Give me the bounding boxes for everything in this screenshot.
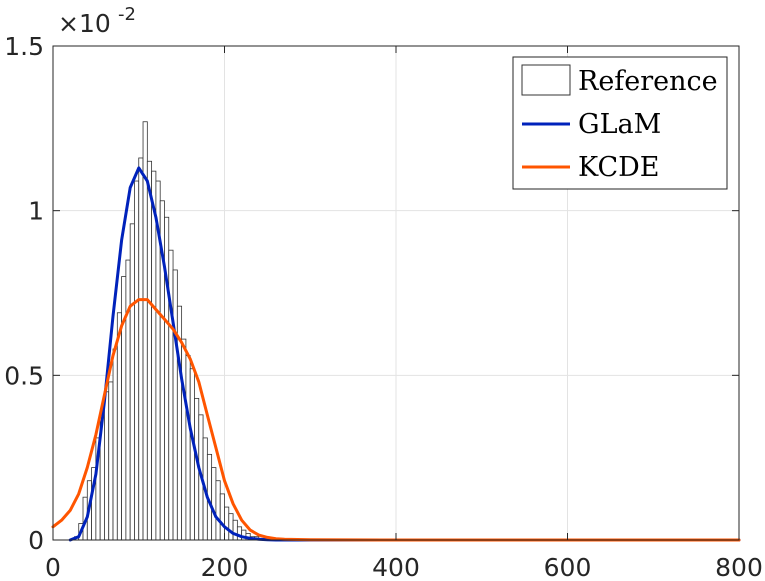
x-axis: 0 200 400 600 800 <box>45 46 763 581</box>
histogram-bar <box>232 519 238 541</box>
y-tick-label: 0 <box>28 526 44 555</box>
legend: Reference GLaM KCDE <box>512 56 728 190</box>
legend-label-reference: Reference <box>578 66 718 97</box>
histogram-bar <box>219 493 225 541</box>
x-tick-label: 400 <box>372 553 420 581</box>
histogram-bar <box>116 312 122 541</box>
legend-swatch-reference <box>521 64 571 96</box>
histogram-bar <box>112 348 118 541</box>
histogram-bar <box>129 223 135 541</box>
y-tick-label: 1 <box>28 197 44 226</box>
histogram-bar <box>138 157 144 541</box>
histogram-bars <box>74 121 290 541</box>
histogram-bar <box>215 480 221 541</box>
histogram-bar <box>134 180 140 541</box>
histogram-bar <box>228 513 234 541</box>
histogram-bar <box>185 355 191 541</box>
y-axis: 0 0.5 1 1.5 <box>4 32 739 555</box>
legend-label-kcde: KCDE <box>578 152 659 183</box>
y-tick-label: 0.5 <box>4 361 44 390</box>
histogram-bar <box>125 259 131 541</box>
y-exponent: ×10 -2 <box>58 4 136 38</box>
histogram-bar <box>146 160 153 541</box>
x-tick-label: 0 <box>45 553 61 581</box>
x-tick-label: 600 <box>544 553 592 581</box>
y-exponent-base: ×10 <box>58 9 111 38</box>
histogram-bar <box>224 506 230 541</box>
y-tick-label: 1.5 <box>4 32 44 61</box>
histogram-bar <box>181 338 187 541</box>
x-tick-label: 800 <box>715 553 763 581</box>
histogram-bar <box>211 467 217 541</box>
histogram-bar <box>151 170 157 541</box>
histogram-bar <box>172 269 178 541</box>
x-tick-label: 200 <box>201 553 249 581</box>
histogram-bar <box>189 368 195 541</box>
legend-label-glam: GLaM <box>578 109 661 140</box>
y-exponent-power: -2 <box>118 4 136 25</box>
histogram-bar <box>108 381 114 541</box>
histogram-bar <box>104 391 110 541</box>
